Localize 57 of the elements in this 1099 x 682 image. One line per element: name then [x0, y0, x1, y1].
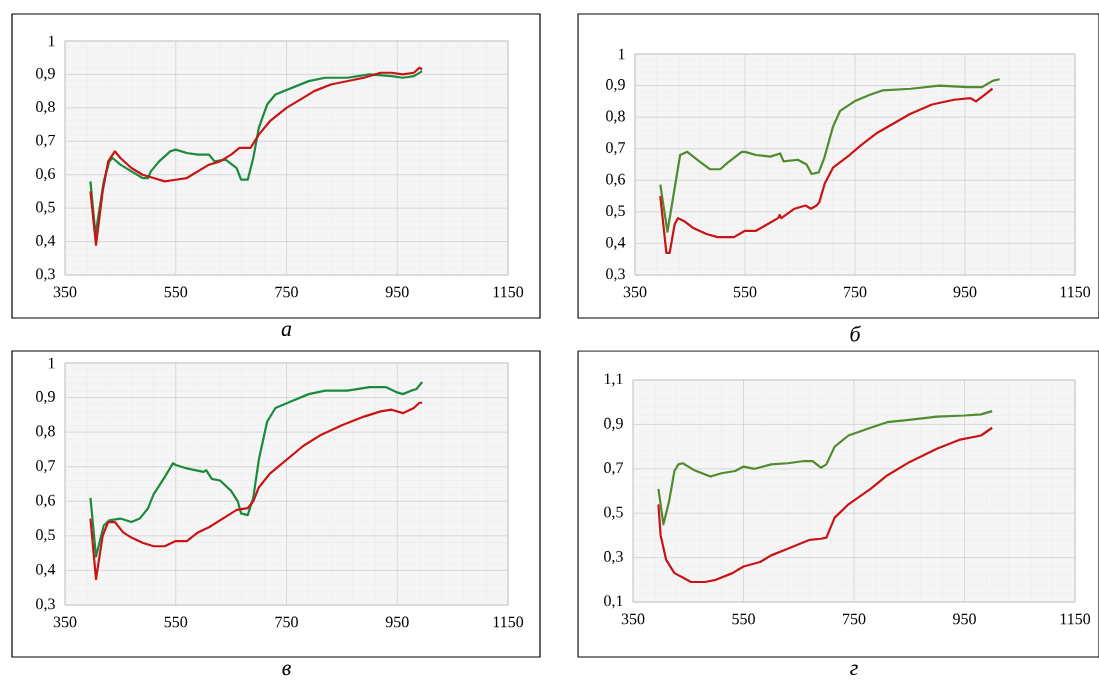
text: г — [850, 664, 858, 676]
y-tick-label: 0,7 — [36, 134, 56, 148]
x-tick-label: 350 — [53, 616, 77, 628]
y-tick-label: 0,5 — [36, 201, 55, 215]
y-tick-label: 0,5 — [36, 529, 55, 543]
y-tick-label: 0,3 — [604, 551, 623, 565]
y-tick-label: 0,7 — [606, 142, 626, 156]
y-tick-label: 0,3 — [606, 268, 625, 282]
y-tick-label: 0,6 — [36, 494, 55, 508]
y-tick-label: 0,8 — [36, 101, 55, 115]
x-tick-label: 550 — [164, 286, 188, 298]
x-tick-label: 950 — [953, 613, 976, 625]
line-series — [659, 78, 1001, 233]
x-tick-label: 1150 — [493, 286, 524, 298]
y-tick-label: 0,7 — [36, 460, 56, 474]
text: б — [850, 325, 862, 342]
line-series — [657, 409, 994, 526]
y-tick-label: 0,9 — [606, 79, 625, 93]
y-tick-label: 0,9 — [36, 67, 55, 81]
x-tick-label: 750 — [275, 286, 298, 298]
text: в — [282, 664, 291, 676]
line-series — [89, 380, 424, 558]
x-tick-label: 550 — [732, 613, 755, 625]
y-tick-label: 0,3 — [36, 598, 55, 612]
y-tick-label: 0,4 — [606, 236, 626, 250]
x-tick-label: 550 — [733, 286, 757, 298]
y-tick-label: 0,5 — [604, 506, 623, 520]
y-tick-label: 0,8 — [36, 425, 55, 439]
x-tick-label: 950 — [385, 286, 409, 298]
x-tick-label: 950 — [953, 286, 977, 298]
x-tick-label: 750 — [275, 616, 298, 628]
y-tick-label: 0,6 — [36, 168, 55, 182]
y-tick-label: 0,9 — [604, 417, 623, 431]
y-tick-label: 0,9 — [36, 391, 55, 405]
y-tick-label: 1 — [48, 357, 55, 369]
x-tick-label: 1150 — [1060, 286, 1091, 298]
x-tick-label: 1150 — [1060, 613, 1091, 625]
y-tick-label: 0,8 — [606, 110, 625, 124]
text: а — [281, 325, 292, 337]
y-tick-label: 0,4 — [36, 563, 56, 577]
y-tick-label: 0,4 — [36, 235, 56, 249]
x-tick-label: 950 — [385, 616, 409, 628]
x-tick-label: 750 — [843, 613, 866, 625]
y-tick-label: 0,7 — [604, 462, 624, 476]
x-tick-label: 1150 — [493, 616, 524, 628]
x-tick-label: 350 — [53, 286, 77, 298]
x-tick-label: 350 — [623, 286, 647, 298]
x-tick-label: 350 — [621, 613, 645, 625]
y-tick-label: 1 — [48, 35, 55, 47]
y-tick-label: 1 — [618, 48, 625, 60]
x-tick-label: 750 — [844, 286, 867, 298]
x-tick-label: 550 — [164, 616, 188, 628]
y-tick-label: 0,5 — [606, 205, 625, 219]
y-tick-label: 0,6 — [606, 173, 625, 187]
y-tick-label: 0,3 — [36, 268, 55, 282]
y-tick-label: 1,1 — [604, 373, 623, 387]
y-tick-label: 0,1 — [604, 595, 623, 609]
